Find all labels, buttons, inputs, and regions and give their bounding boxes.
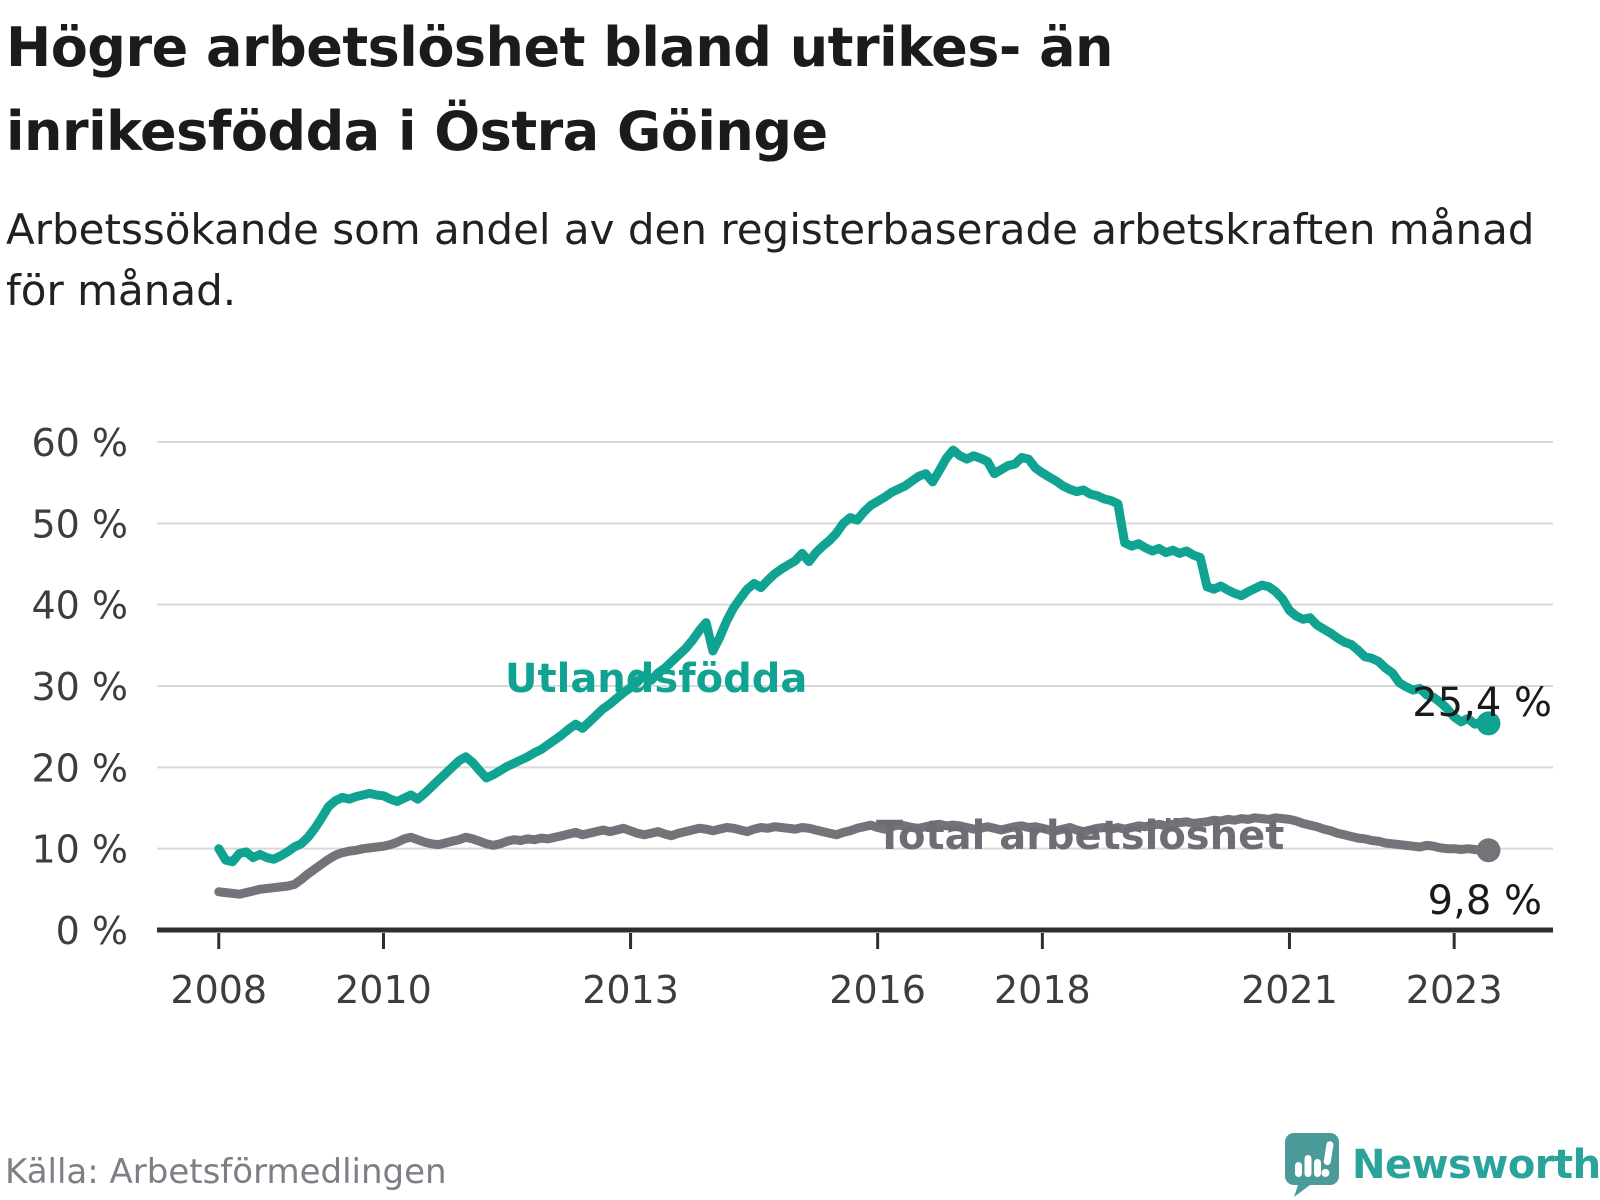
x-tick-label-2016: 2016 [829,968,926,1012]
bar-icon-2 [1304,1155,1312,1177]
series-endpoint-0 [1476,711,1501,736]
y-tick-label-10: 10 % [31,828,128,872]
end-value-label-0: 25,4 % [1412,680,1552,726]
x-tick-label-2013: 2013 [582,968,679,1012]
page-title: Högre arbetslöshet bland utrikes- än inr… [6,16,1113,163]
y-tick-label-40: 40 % [31,584,128,628]
exclamation-icon [1321,1141,1334,1177]
source-note: Källa: Arbetsförmedlingen [5,1152,447,1192]
x-tick-label-2021: 2021 [1241,968,1338,1012]
series-line-1 [214,813,1493,899]
series-label-0: Utlandsfödda [505,656,807,702]
end-value-label-1: 9,8 % [1428,878,1542,924]
y-tick-label-50: 50 % [31,502,128,546]
y-tick-label-30: 30 % [31,665,128,709]
y-tick-label-0: 0 % [56,909,128,953]
y-tick-label-20: 20 % [31,746,128,790]
speech-bubble-shape [1285,1133,1339,1197]
newsworthy-wordmark: Newsworthy [1352,1142,1600,1188]
series-endpoint-1 [1476,838,1501,863]
x-tick-label-2008: 2008 [170,968,267,1012]
bar-icon-3 [1314,1159,1321,1177]
chart-subtitle: Arbetssökande som andel av den registerb… [6,205,1535,315]
bar-icon-1 [1295,1162,1302,1177]
y-tick-label-60: 60 % [31,421,128,465]
newsworthy-logo: Newsworthy [1284,1132,1600,1198]
series-label-1: Total arbetslöshet [876,813,1284,859]
x-tick-label-2018: 2018 [994,968,1091,1012]
newsworthy-bubble-icon [1285,1133,1339,1197]
x-tick-label-2023: 2023 [1406,968,1503,1012]
x-tick-label-2010: 2010 [335,968,432,1012]
series-line-0 [214,445,1493,867]
